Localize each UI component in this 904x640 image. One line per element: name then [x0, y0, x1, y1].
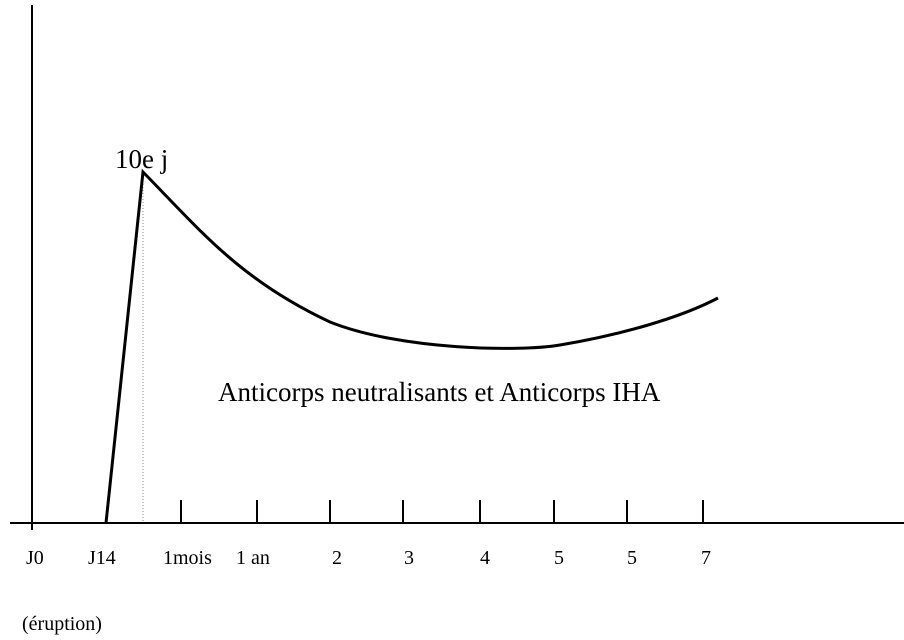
note: (éruption) [22, 613, 102, 635]
x-label: 5 [554, 547, 564, 569]
x-label: 4 [480, 547, 490, 569]
x-label: 3 [404, 547, 414, 569]
antibody-curve [104, 168, 719, 524]
x-label: 7 [701, 547, 711, 569]
peak-label: 10e j [115, 144, 168, 174]
x-label: 1 an [236, 547, 270, 569]
x-label: 1mois [163, 547, 212, 569]
x-labels: J0 J14 1mois 1 an 2 3 4 5 5 7 [26, 547, 711, 569]
x-label: 2 [332, 547, 342, 569]
x-label: J0 [26, 547, 44, 569]
x-label: J14 [88, 547, 116, 569]
x-ticks [180, 500, 704, 523]
curve-label: Anticorps neutralisants et Anticorps IHA [218, 377, 661, 407]
x-label: 5 [627, 547, 637, 569]
